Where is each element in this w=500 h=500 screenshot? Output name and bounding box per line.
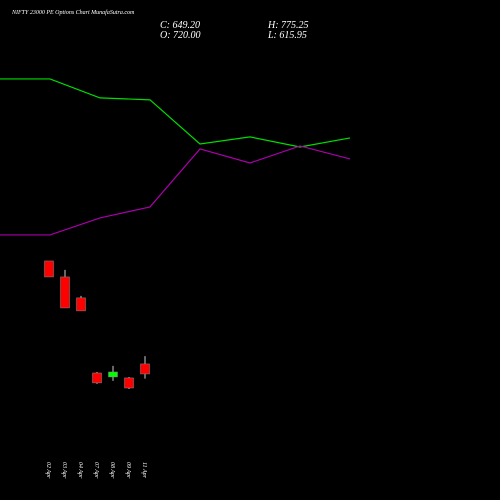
date-label: 02 Apr: [45, 462, 51, 479]
candle-body: [108, 371, 118, 378]
indicator-line: [0, 145, 351, 236]
date-label: 09 Apr: [125, 462, 131, 479]
candle-body: [140, 363, 150, 375]
candle-body: [60, 276, 70, 309]
candle-body: [76, 297, 86, 312]
candle-body: [124, 377, 134, 389]
date-label: 04 Apr: [77, 462, 84, 479]
indicator-line: [0, 78, 351, 148]
date-label: 03 Apr: [61, 462, 67, 479]
open-info: O: 720.00: [160, 30, 201, 41]
low-info: L: 615.95: [267, 30, 307, 41]
date-label: 07 Apr: [93, 462, 99, 479]
candle-body: [44, 260, 54, 278]
candle-body: [92, 372, 102, 384]
close-info: C: 649.20: [160, 20, 200, 31]
high-info: H: 775.25: [267, 20, 309, 31]
date-label: 11 Apr: [141, 462, 147, 479]
date-label: 08 Apr: [109, 462, 115, 479]
chart-title: NIFTY 23000 PE Options Chart MunafaSutra…: [11, 9, 135, 16]
